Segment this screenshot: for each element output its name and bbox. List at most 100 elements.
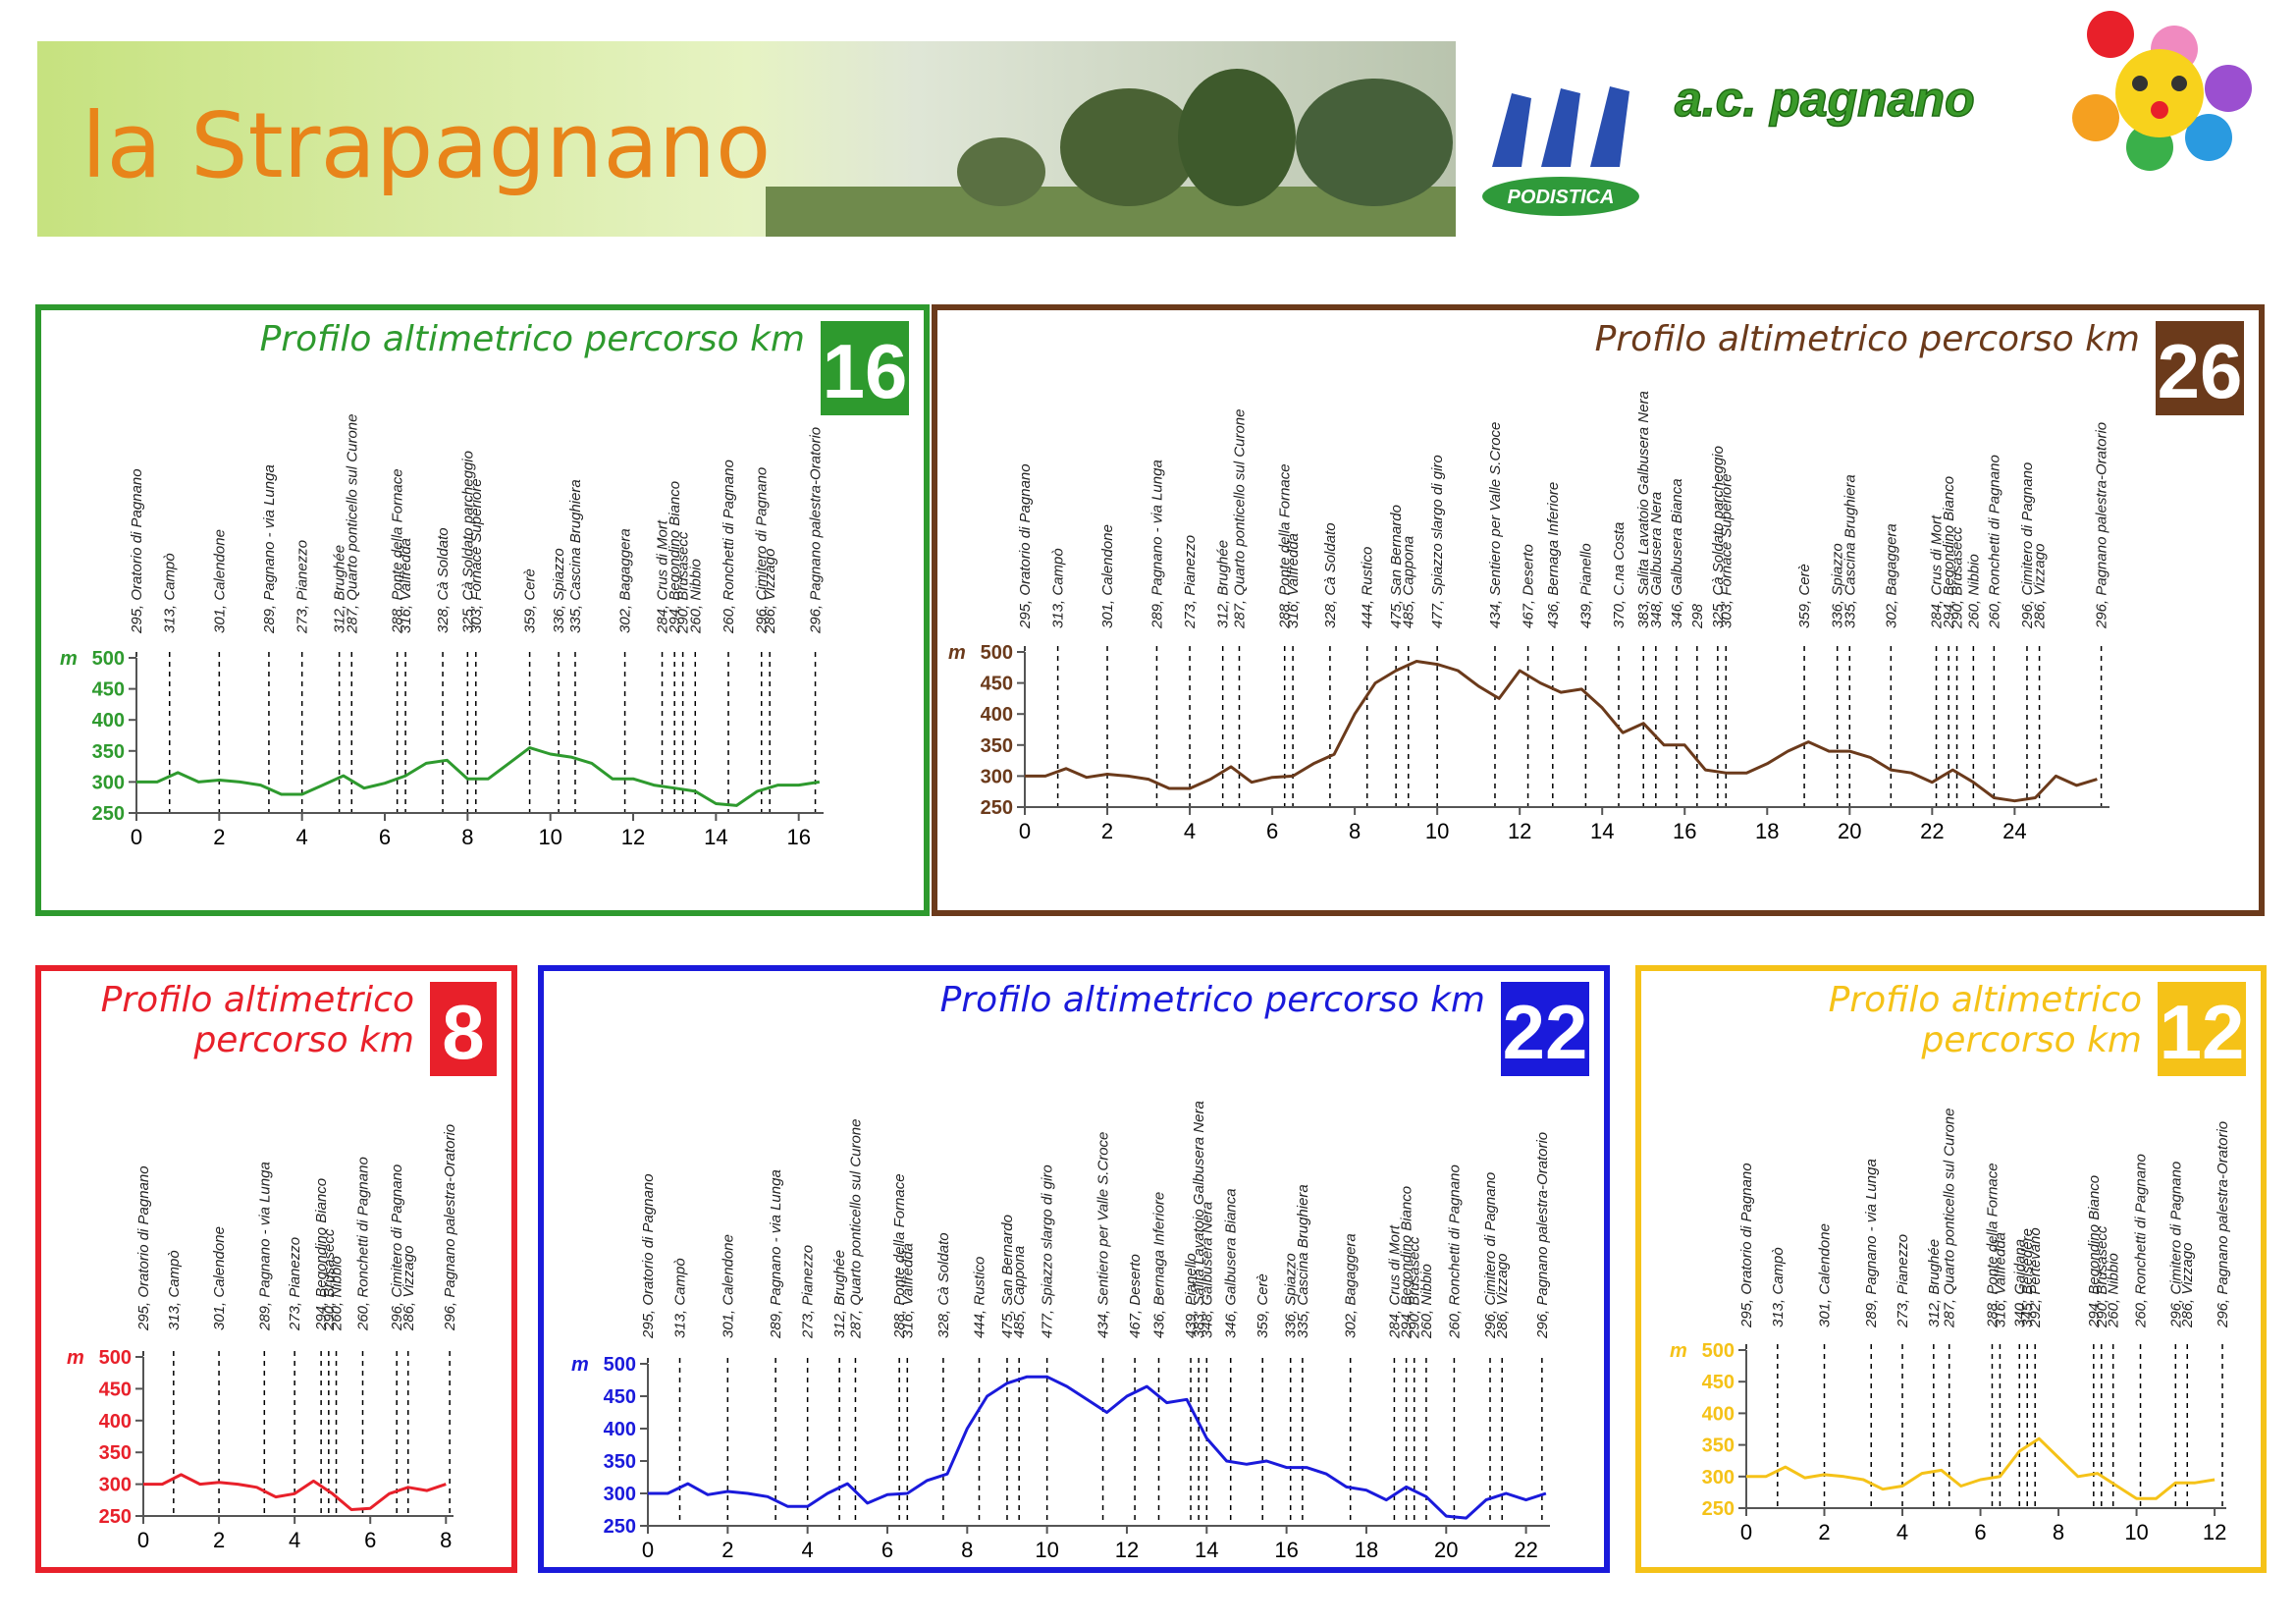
x-tick-label: 14 [1195,1538,1218,1562]
waypoint-label: 296, Cimitero di Pagnano [2019,462,2036,629]
waypoint-label: 260, Nibbio [1418,1264,1435,1339]
waypoint-label: 286, Vizzago [2179,1243,2196,1328]
flower-logo [2072,11,2252,171]
waypoint-label: 302, Bagaggera [1343,1233,1360,1338]
waypoint-label: 346, Galbusera Bianca [1669,478,1685,628]
waypoint-label: 434, Sentiero per Valle S.Croce [1095,1132,1112,1338]
profile-panel: 8 295, Oratorio di Pagnano 313, Campò 301, … [35,965,517,1573]
y-tick-label: 300 [92,772,125,793]
waypoint-label: 296, Cimitero di Pagnano [389,1164,405,1331]
x-tick-label: 4 [1184,819,1196,843]
distance-badge-text: 12 [2160,989,2245,1075]
waypoint-label: 439, Pianello [1183,1253,1200,1338]
waypoint-label: 313, Campò [1770,1247,1787,1327]
y-tick-label: 450 [981,674,1013,695]
y-tick-label: 450 [92,679,125,701]
panel-border [538,965,1610,1573]
waypoint-label: 316, Valfredda [899,1243,916,1338]
waypoint-label: 328, Cà Soldato [1322,522,1339,628]
waypoint-label: 288, Ponte della Fornace [1277,463,1294,629]
waypoint-label: 303, Fornace Superiore [468,478,485,633]
waypoint-label: 301, Calendone [1817,1223,1834,1327]
waypoint-label: 477, Spiazzo slargo di giro [1429,455,1446,628]
y-tick-label: 500 [1702,1340,1735,1362]
waypoint-label: 287, Quarto ponticello sul Curone [1231,409,1248,629]
profile-panel: 22 295, Oratorio di Pagnano 313, Campò 301,… [538,965,1610,1573]
waypoint-label: 284, Crus di Mort [1386,1224,1403,1339]
x-tick-label: 2 [1101,819,1113,843]
x-tick-label: 4 [289,1528,300,1552]
waypoint-label: 316, Valfredda [1992,1232,2008,1327]
panel-border [1635,965,2267,1573]
panel-title: Profilo altimetrico percorso km [1594,319,2140,359]
waypoint-label: 286, Vizzago [1494,1254,1511,1339]
panel-border [35,304,930,916]
elevation-line [1025,660,2098,803]
x-tick-label: 0 [642,1538,654,1562]
waypoint-label: 359, Cerè [1796,564,1813,628]
waypoint-label: 346, Galbusera Bianca [1223,1188,1240,1338]
y-tick-label: 350 [1702,1435,1735,1457]
x-tick-label: 12 [1115,1538,1139,1562]
waypoint-label: 290, Brusasecc [1407,1236,1423,1339]
panel-title: Profilo altimetrico percorso km [259,319,805,359]
y-tick-label: 250 [981,797,1013,819]
x-tick-label: 22 [1920,819,1944,843]
waypoint-label: 260, Ronchetti di Pagnano [355,1157,372,1331]
waypoint-label: 289, Pagnano - via Lunga [1863,1159,1880,1328]
waypoint-label: 286, Vizzago [762,549,778,634]
waypoint-label: 312, Brughée [332,545,348,633]
y-tick-label: 350 [92,741,125,763]
x-tick-label: 4 [1896,1520,1908,1544]
waypoint-label: 335, Cascina Brughiera [1842,474,1858,628]
waypoint-label: 302, Bagaggera [617,528,634,633]
distance-badge [821,321,909,415]
x-tick-label: 8 [2053,1520,2064,1544]
y-axis-label: m [1670,1340,1687,1362]
waypoint-label: 296, Cimitero di Pagnano [2167,1162,2184,1328]
club-name: a.c. pagnano [1675,72,1975,127]
runners-icon [1492,86,1629,167]
waypoint-label: 477, Spiazzo slargo di giro [1040,1164,1056,1338]
tree [957,137,1045,206]
y-axis-label: m [67,1347,84,1369]
x-tick-label: 16 [786,825,810,849]
waypoint-label: 287, Quarto ponticello sul Curone [847,1119,864,1339]
waypoint-label: 325, Cà Soldato parcheggio [459,451,476,633]
tree [1178,69,1296,206]
waypoint-label: 260, Nibbio [1965,554,1982,629]
waypoint-label: 301, Calendone [211,529,228,633]
elevation-line [648,1375,1547,1520]
waypoint-label: 467, Deserto [1521,544,1537,628]
y-tick-label: 300 [604,1484,636,1505]
club-logo: PODISTICA a.c. pagnano [1482,71,1975,216]
y-axis-label: m [571,1354,589,1376]
x-tick-label: 18 [1355,1538,1378,1562]
waypoint-label: 301, Calendone [211,1226,228,1330]
y-tick-label: 400 [1702,1403,1735,1425]
waypoint-label: 316, Valfredda [1285,533,1302,628]
y-tick-label: 300 [1702,1467,1735,1489]
waypoint-label: 295, Oratorio di Pagnano [135,1165,152,1331]
waypoint-label: 295, Oratorio di Pagnano [1738,1163,1755,1328]
x-tick-label: 8 [961,1538,973,1562]
waypoint-label: 290, Brusasecc [2094,1225,2110,1328]
waypoint-label: 296, Cimitero di Pagnano [1482,1172,1499,1339]
y-axis-label: m [948,642,966,664]
elevation-line [1746,1436,2216,1500]
x-tick-label: 0 [137,1528,149,1552]
x-tick-label: 12 [1508,819,1531,843]
y-tick-label: 250 [92,803,125,825]
waypoint-label: 260, Ronchetti di Pagnano [721,460,737,634]
waypoint-label: 260, Ronchetti di Pagnano [1986,455,2002,629]
waypoint-label: 302, Bagaggera [1883,523,1899,628]
elevation-line [136,746,821,807]
x-tick-label: 14 [704,825,727,849]
eye [2171,76,2187,91]
waypoint-label: 273, Pianezzo [1182,535,1199,629]
distance-badge-text: 22 [1503,989,1588,1075]
banner: la Strapagnano [37,41,1456,237]
waypoint-label: 348, Galbusera Nera [1199,1202,1215,1338]
